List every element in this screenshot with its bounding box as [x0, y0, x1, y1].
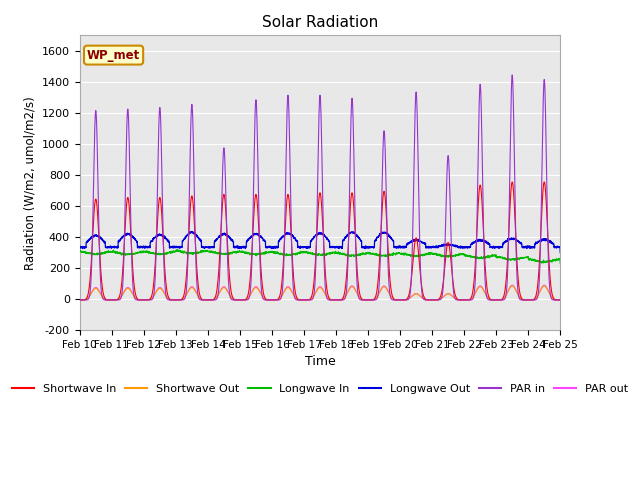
Title: Solar Radiation: Solar Radiation — [262, 15, 378, 30]
X-axis label: Time: Time — [305, 355, 335, 369]
Text: WP_met: WP_met — [87, 48, 140, 61]
Legend: Shortwave In, Shortwave Out, Longwave In, Longwave Out, PAR in, PAR out: Shortwave In, Shortwave Out, Longwave In… — [7, 379, 633, 398]
Y-axis label: Radiation (W/m2, umol/m2/s): Radiation (W/m2, umol/m2/s) — [23, 96, 36, 270]
